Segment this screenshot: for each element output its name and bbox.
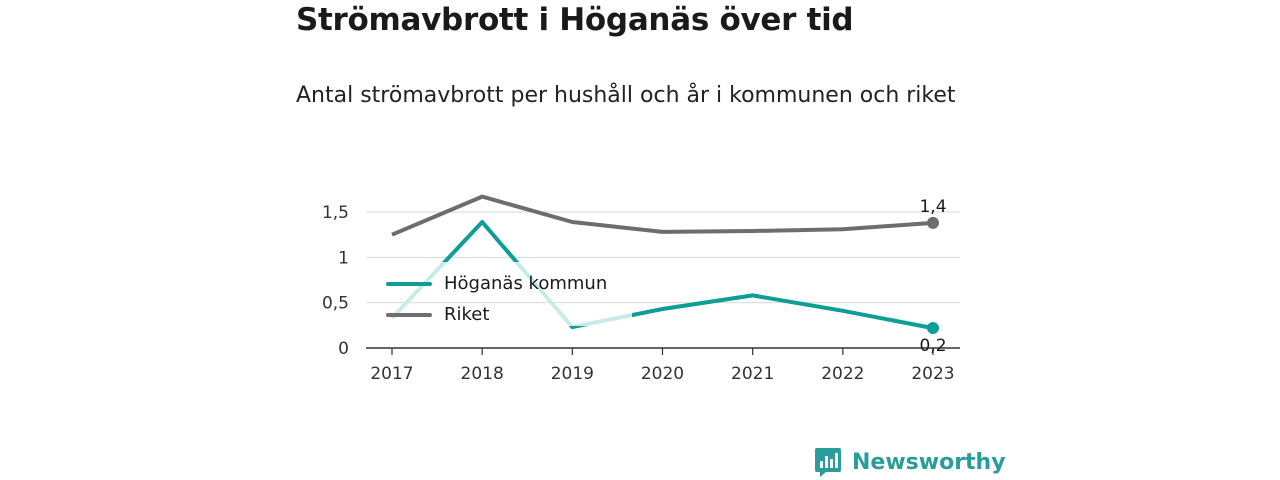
brand-name: Newsworthy xyxy=(852,449,1006,475)
legend-item-riket: Riket xyxy=(386,299,607,330)
legend-label-hoganas: Höganäs kommun xyxy=(444,273,608,294)
newsworthy-logo-icon xyxy=(815,448,841,477)
y-tick-label: 0,5 xyxy=(322,294,349,314)
end-point-hoganas xyxy=(927,322,939,335)
end-label-hoganas: 0,2 xyxy=(919,336,946,356)
y-axis-ticks: 0 0,5 1 1,5 xyxy=(322,203,349,359)
x-tick-label: 2021 xyxy=(731,364,774,384)
series-line-hoganas xyxy=(390,220,934,331)
y-tick-label: 0 xyxy=(338,339,349,359)
x-tick-label: 2018 xyxy=(461,364,504,384)
legend-label-riket: Riket xyxy=(444,304,490,325)
end-label-riket: 1,4 xyxy=(919,197,946,217)
end-labels: 1,4 0,2 xyxy=(919,197,946,356)
y-tick-label: 1 xyxy=(338,248,349,268)
series-line-riket xyxy=(391,194,934,237)
legend-item-hoganas: Höganäs kommun xyxy=(386,268,607,299)
x-tick-label: 2020 xyxy=(641,364,684,384)
x-axis-ticks: 2017 2018 2019 2020 2021 2022 2023 xyxy=(370,348,955,384)
legend-swatch-hoganas xyxy=(386,281,432,286)
x-tick-label: 2017 xyxy=(370,364,413,384)
x-tick-label: 2019 xyxy=(551,364,594,384)
newsworthy-brand: Newsworthy xyxy=(814,446,1006,478)
chart-subtitle: Antal strömavbrott per hushåll och år i … xyxy=(296,83,956,108)
x-tick-label: 2022 xyxy=(821,364,864,384)
legend: Höganäs kommun Riket xyxy=(386,268,607,330)
series-lines xyxy=(390,194,939,335)
y-tick-label: 1,5 xyxy=(322,203,349,223)
end-point-riket xyxy=(927,216,939,229)
chart-title: Strömavbrott i Höganäs över tid xyxy=(296,2,854,38)
legend-swatch-riket xyxy=(386,312,432,317)
x-tick-label: 2023 xyxy=(911,364,954,384)
